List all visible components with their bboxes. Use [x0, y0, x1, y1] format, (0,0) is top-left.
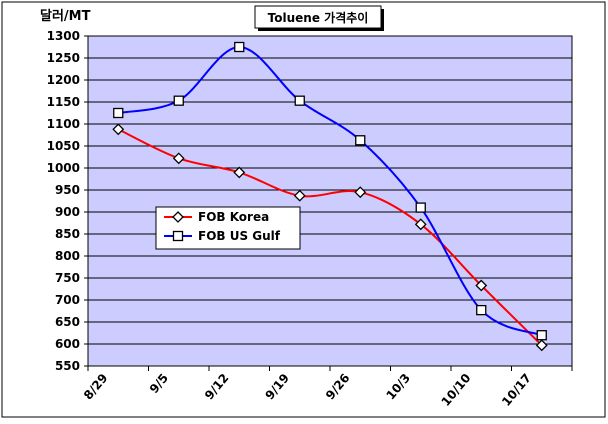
data-point-fob-korea	[535, 339, 548, 352]
y-tick-label: 900	[55, 205, 80, 219]
data-point-fob-korea	[172, 152, 185, 165]
axes	[87, 35, 573, 371]
y-tick-label: 750	[55, 271, 80, 285]
data-point-fob-korea	[414, 218, 427, 231]
y-tick-label: 800	[55, 249, 80, 263]
data-point-fob-us-gulf	[355, 135, 366, 146]
data-point-fob-korea	[112, 123, 125, 136]
legend-marker	[172, 230, 184, 242]
plot-background	[88, 36, 572, 366]
chart-title: Toluene 가격추이	[268, 10, 369, 25]
legend-item-fob-korea: FOB Korea	[164, 210, 269, 224]
data-point-fob-us-gulf	[476, 304, 487, 316]
y-tick-label: 1200	[47, 73, 80, 87]
data-point-fob-korea	[233, 166, 246, 179]
data-point-fob-korea	[354, 186, 367, 199]
y-tick-label: 1000	[47, 161, 80, 175]
legend-label: FOB US Gulf	[198, 229, 281, 243]
series-fob-us-gulf	[113, 41, 547, 341]
title-box-shadow-right	[381, 9, 384, 31]
y-tick-label: 1100	[47, 117, 80, 131]
legend-label: FOB Korea	[198, 210, 269, 224]
plot-area	[88, 36, 572, 366]
data-point-fob-us-gulf	[234, 41, 245, 53]
y-tick-label: 1150	[47, 95, 80, 109]
series-line-fob-us-gulf	[118, 45, 543, 337]
y-tick-label: 850	[55, 227, 80, 241]
data-point-fob-korea	[293, 189, 306, 202]
data-point-fob-us-gulf	[173, 95, 184, 106]
y-tick-label: 1050	[47, 139, 80, 153]
y-tick-label: 700	[55, 293, 80, 307]
legend-marker	[172, 211, 184, 223]
y-tick-label: 1300	[47, 29, 80, 43]
data-point-fob-us-gulf	[415, 202, 426, 213]
title-box-shadow-bottom	[258, 28, 384, 31]
series-fob-korea	[112, 123, 548, 352]
y-axis-label: 달러/MT	[40, 8, 91, 24]
legend: FOB Korea FOB US Gulf	[155, 206, 301, 250]
data-point-fob-korea	[475, 279, 488, 292]
y-tick-label: 550	[55, 359, 80, 373]
y-tick-labels: 550 600 650 700 750 800 850 900 950 1000 1050 1100 1…	[47, 29, 80, 373]
data-point-fob-us-gulf	[113, 107, 124, 119]
legend-item-fob-us-gulf: FOB US Gulf	[164, 229, 281, 243]
y-tick-label: 1250	[47, 51, 80, 65]
series-layer	[112, 41, 548, 352]
data-point-fob-us-gulf	[536, 330, 547, 341]
y-tick-label: 950	[55, 183, 80, 197]
y-tick-label: 600	[55, 337, 80, 351]
data-point-fob-us-gulf	[294, 95, 305, 106]
y-tick-label: 650	[55, 315, 80, 329]
